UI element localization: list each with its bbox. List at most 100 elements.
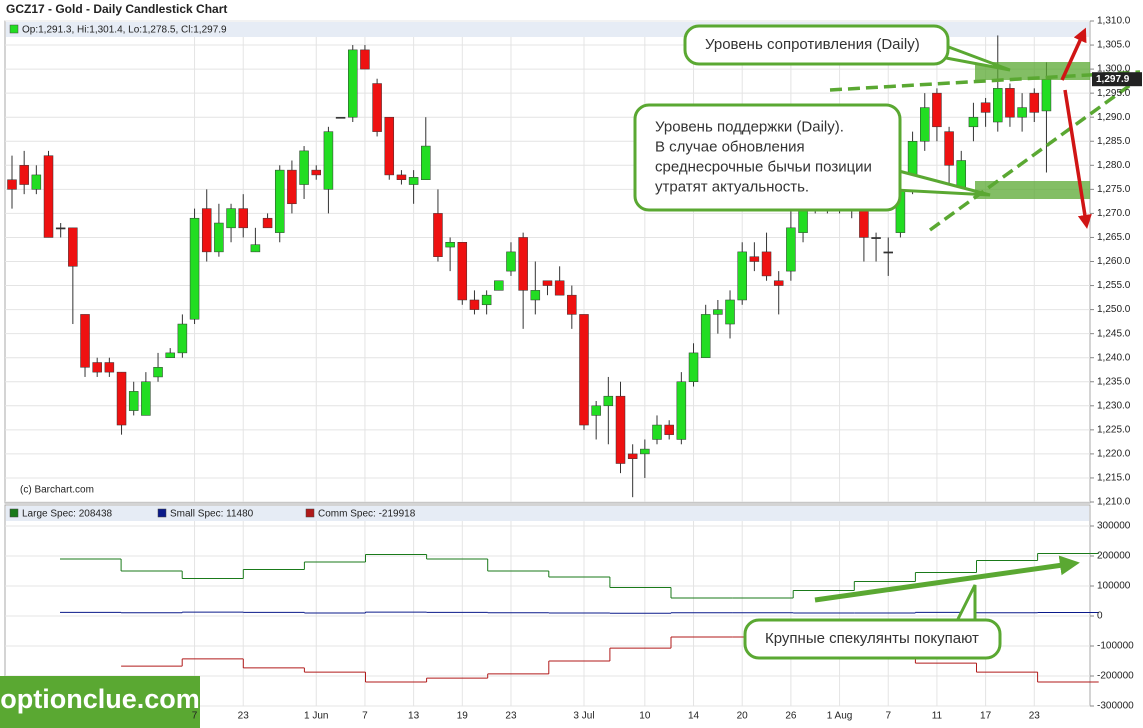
x-tick-label: 7 xyxy=(362,711,368,722)
candle xyxy=(7,155,17,209)
candle-body xyxy=(676,381,687,440)
candle-body xyxy=(189,217,200,320)
candle xyxy=(700,304,711,358)
y-tick-label: -100000 xyxy=(1097,641,1134,652)
candle-body xyxy=(737,251,747,301)
candle xyxy=(481,290,492,315)
candle-body xyxy=(165,352,175,358)
y-tick-label: -300000 xyxy=(1097,701,1134,712)
candle xyxy=(55,223,66,238)
candle xyxy=(189,208,200,325)
candle-body xyxy=(554,280,565,296)
x-tick-label: 17 xyxy=(980,711,992,722)
legend-label: Large Spec: 208438 xyxy=(22,509,113,520)
y-tick-label: -200000 xyxy=(1097,671,1134,682)
candle xyxy=(713,299,723,334)
x-tick-label: 14 xyxy=(688,711,700,722)
candle xyxy=(262,213,273,229)
chart-title: GCZ17 - Gold - Daily Candlestick Chart xyxy=(6,2,227,16)
overlay: Уровень сопротивления (Daily) Уровень под… xyxy=(0,24,1142,728)
candle-body xyxy=(274,169,285,233)
candle xyxy=(567,285,577,329)
candle-body xyxy=(408,177,419,185)
candle xyxy=(579,314,589,430)
candle-body xyxy=(968,116,979,128)
trend-line xyxy=(928,76,1142,232)
candle xyxy=(457,242,468,305)
y-tick-label: 1,235.0 xyxy=(1097,376,1131,387)
candle xyxy=(92,357,102,377)
candle xyxy=(761,232,772,281)
x-tick-label: 7 xyxy=(192,711,198,722)
candle-body xyxy=(627,453,638,459)
logo-bg xyxy=(0,676,200,728)
callout xyxy=(633,103,902,212)
callout-text: утратят актуальность. xyxy=(655,178,809,195)
candle xyxy=(408,170,419,204)
candle xyxy=(238,194,248,238)
candle-body xyxy=(141,381,151,416)
candle-body xyxy=(80,314,90,368)
candle xyxy=(603,376,614,445)
candle-body xyxy=(250,244,261,253)
x-tick-label: 23 xyxy=(1029,711,1041,722)
candle-body xyxy=(1041,78,1052,112)
candle xyxy=(554,266,565,296)
legend-label: Small Spec: 11480 xyxy=(170,509,254,520)
legend-swatch xyxy=(157,508,167,518)
candle xyxy=(530,261,541,315)
y-tick-label: 1,245.0 xyxy=(1097,328,1131,339)
candle xyxy=(615,381,626,474)
candle-body xyxy=(469,299,480,310)
y-tick-label: 1,285.0 xyxy=(1097,136,1131,147)
x-tick-label: 3 Jul xyxy=(573,711,594,722)
candle-body xyxy=(7,179,17,190)
candle-body xyxy=(226,208,236,229)
candle xyxy=(469,290,480,315)
candle-body xyxy=(128,391,139,411)
x-tick-label: 13 xyxy=(408,711,420,722)
candle xyxy=(287,160,297,214)
callout-text: В случае обновления xyxy=(655,138,805,155)
candle-body xyxy=(944,131,954,166)
candle-body xyxy=(201,208,212,253)
candle-body xyxy=(55,227,66,230)
candle-body xyxy=(433,213,443,257)
x-tick-label: 19 xyxy=(457,711,469,722)
cot-legend-bar xyxy=(6,506,1089,521)
candle xyxy=(688,343,699,387)
candle xyxy=(384,116,395,180)
down-arrow xyxy=(1063,89,1092,229)
candle-body xyxy=(518,237,528,291)
candle-body xyxy=(348,49,358,118)
y-tick-label: 300000 xyxy=(1097,521,1131,532)
candle-body xyxy=(993,88,1003,123)
candle xyxy=(920,93,930,151)
candle-body xyxy=(664,424,674,435)
candle-body xyxy=(372,83,382,132)
candle-body xyxy=(883,251,893,254)
x-tick-label: 7 xyxy=(885,711,891,722)
candle xyxy=(335,116,346,119)
candle xyxy=(1017,93,1027,132)
candle xyxy=(80,314,90,377)
candle-body xyxy=(104,362,115,373)
candle-body xyxy=(262,217,273,229)
callout-text: среднесрочные бычьи позиции xyxy=(655,158,872,175)
candle-body xyxy=(1017,107,1027,118)
candle xyxy=(250,227,261,253)
candle-body xyxy=(153,367,163,378)
y-tick-label: 1,310.0 xyxy=(1097,16,1131,27)
up-arrow xyxy=(1060,27,1087,81)
y-tick-label: 0 xyxy=(1097,611,1103,622)
candle-body xyxy=(688,352,699,383)
candle-body xyxy=(335,116,346,119)
candle xyxy=(104,357,115,377)
candle-body xyxy=(640,448,650,455)
candle xyxy=(311,165,321,180)
candle xyxy=(591,400,601,440)
candle xyxy=(421,117,431,180)
